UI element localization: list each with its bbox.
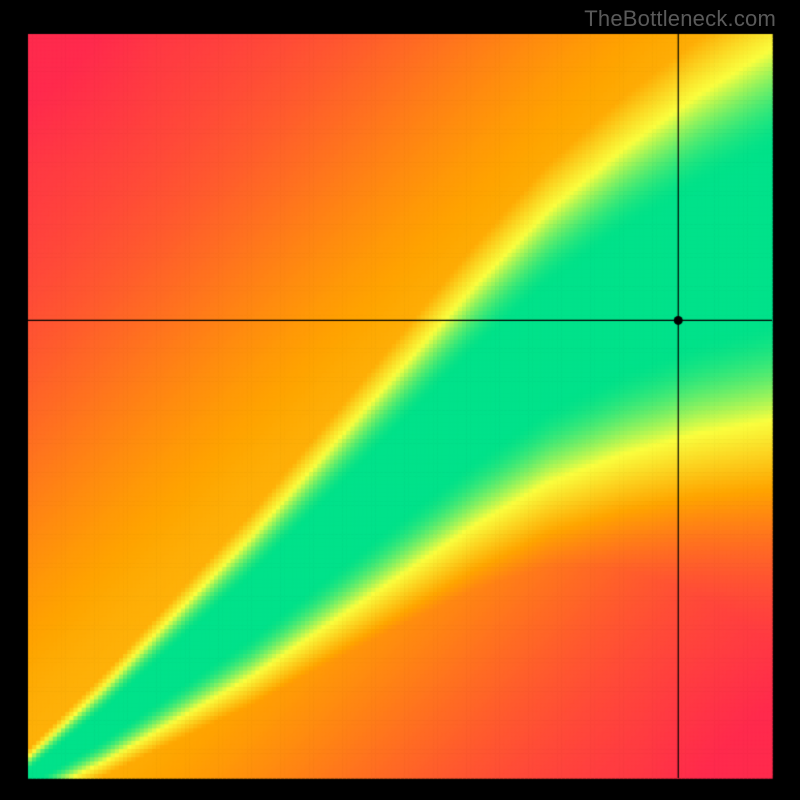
watermark-text: TheBottleneck.com bbox=[584, 6, 776, 32]
chart-container: TheBottleneck.com bbox=[0, 0, 800, 800]
bottleneck-heatmap bbox=[0, 0, 800, 800]
